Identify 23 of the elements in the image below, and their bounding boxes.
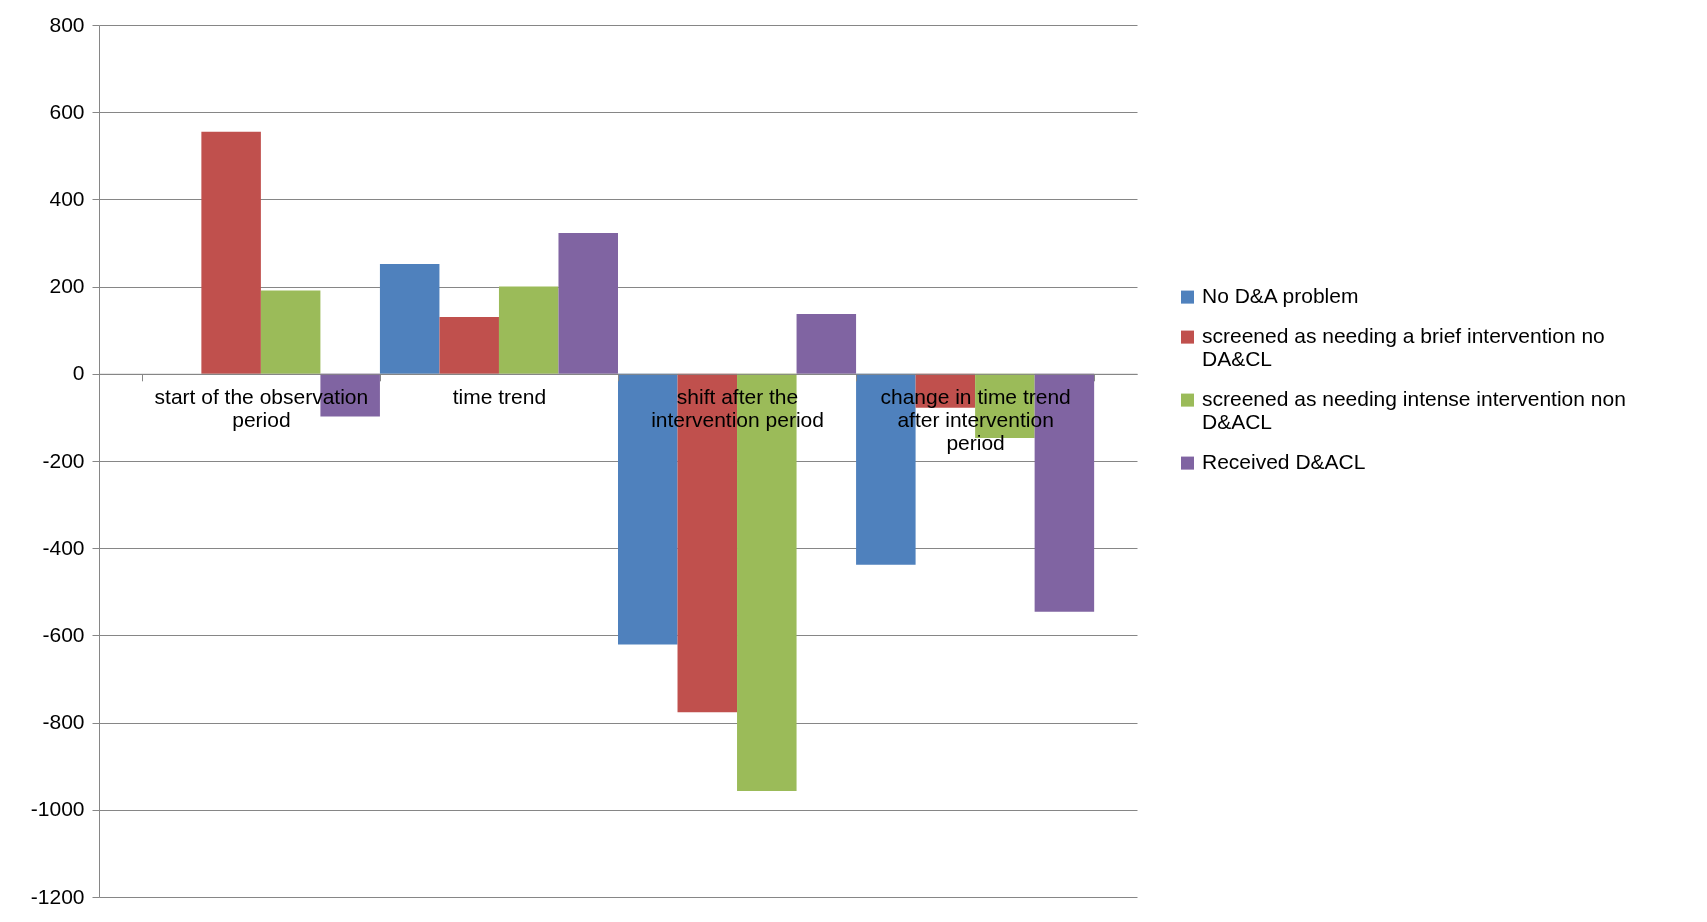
x-tick-label: time trend: [452, 385, 547, 409]
bar: [379, 263, 440, 374]
y-tick-label: -800: [42, 710, 85, 734]
y-tick-label: -1000: [30, 797, 85, 821]
legend-label: Received D&ACL: [1202, 450, 1366, 474]
legend-label: No D&A problem: [1202, 284, 1359, 308]
y-tick-label: -400: [42, 535, 85, 559]
bar: [498, 286, 559, 374]
bar: [201, 131, 261, 374]
y-tick-label: -200: [42, 448, 85, 472]
y-tick-label: 0: [72, 361, 85, 385]
bar: [796, 314, 857, 374]
legend-label: screened as needing intense intervention non D&ACL: [1202, 387, 1626, 434]
y-tick-label: 600: [49, 99, 85, 123]
y-tick-label: -1200: [30, 884, 85, 908]
y-tick-label: 400: [49, 186, 85, 210]
bar: [558, 232, 618, 374]
y-tick-label: 800: [49, 12, 85, 36]
y-tick-label: 200: [49, 274, 85, 298]
legend-label: screened as needing a brief intervention no DA&CL: [1202, 324, 1605, 371]
y-tick-label: -600: [42, 622, 85, 646]
bar: [439, 317, 499, 374]
bar: [260, 290, 321, 374]
